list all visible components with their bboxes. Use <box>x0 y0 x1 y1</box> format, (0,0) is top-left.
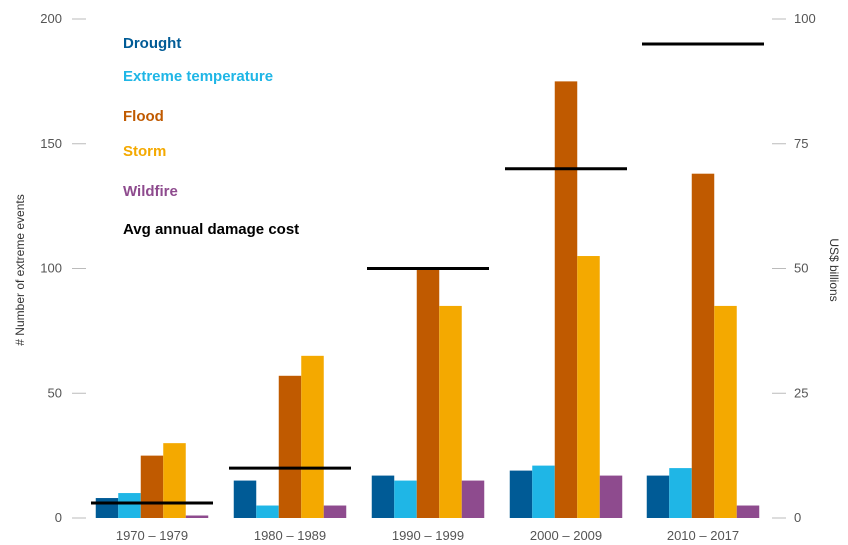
bar-storm <box>439 305 462 518</box>
legend-item: Flood <box>123 108 164 125</box>
y-tick-left: 150 <box>40 136 62 151</box>
x-tick-label: 1970 – 1979 <box>116 528 188 543</box>
right-axis: 0 25 50 75 100 <box>772 11 816 525</box>
x-tick-label: 2010 – 2017 <box>667 528 739 543</box>
x-tick-label: 1990 – 1999 <box>392 528 464 543</box>
bar-extreme-temperature <box>118 493 141 518</box>
left-axis: 0 50 100 150 200 <box>40 11 86 525</box>
avg-cost-lines <box>91 42 764 505</box>
bars <box>95 81 760 518</box>
bar-storm <box>577 256 600 518</box>
bar-extreme-temperature <box>394 480 417 518</box>
y-tick-right: 0 <box>794 510 801 525</box>
y-tick-left: 200 <box>40 11 62 26</box>
y-tick-right: 75 <box>794 136 808 151</box>
bar-flood <box>416 268 440 518</box>
y-tick-right: 50 <box>794 261 808 276</box>
legend-item: Avg annual damage cost <box>123 221 299 238</box>
bar-storm <box>163 443 186 518</box>
bar-storm <box>301 355 324 518</box>
x-tick-label: 1980 – 1989 <box>254 528 326 543</box>
legend-item: Extreme temperature <box>123 68 273 85</box>
bar-drought <box>646 475 670 518</box>
x-axis-ticks: 1970 – 1979 1980 – 1989 1990 – 1999 2000 – … <box>116 528 739 543</box>
legend-item: Wildfire <box>123 183 178 200</box>
bar-drought <box>95 498 119 518</box>
legend: Drought Extreme temperature Flood Storm Wild… <box>123 35 299 238</box>
y-tick-left: 100 <box>40 261 62 276</box>
bar-drought <box>371 475 395 518</box>
y-tick-left: 50 <box>48 385 62 400</box>
bar-wildfire <box>185 515 209 518</box>
bar-wildfire <box>599 475 623 518</box>
y-axis-label-left: # Number of extreme events <box>13 194 27 345</box>
bar-wildfire <box>736 505 760 518</box>
legend-item: Drought <box>123 35 181 52</box>
bar-drought <box>509 470 533 518</box>
bar-wildfire <box>461 480 485 518</box>
x-tick-label: 2000 – 2009 <box>530 528 602 543</box>
bar-extreme-temperature <box>669 468 692 518</box>
bar-drought <box>233 480 257 518</box>
bar-extreme-temperature <box>532 465 555 518</box>
bar-flood <box>554 81 578 518</box>
y-tick-right: 25 <box>794 385 808 400</box>
bar-wildfire <box>323 505 347 518</box>
bar-flood <box>140 455 164 518</box>
y-axis-label-right: US$ billions <box>827 238 841 301</box>
y-tick-right: 100 <box>794 11 816 26</box>
bar-flood <box>278 375 302 518</box>
bar-extreme-temperature <box>256 505 279 518</box>
y-tick-left: 0 <box>55 510 62 525</box>
bar-storm <box>714 305 737 518</box>
bar-flood <box>691 173 715 518</box>
legend-item: Storm <box>123 143 166 160</box>
